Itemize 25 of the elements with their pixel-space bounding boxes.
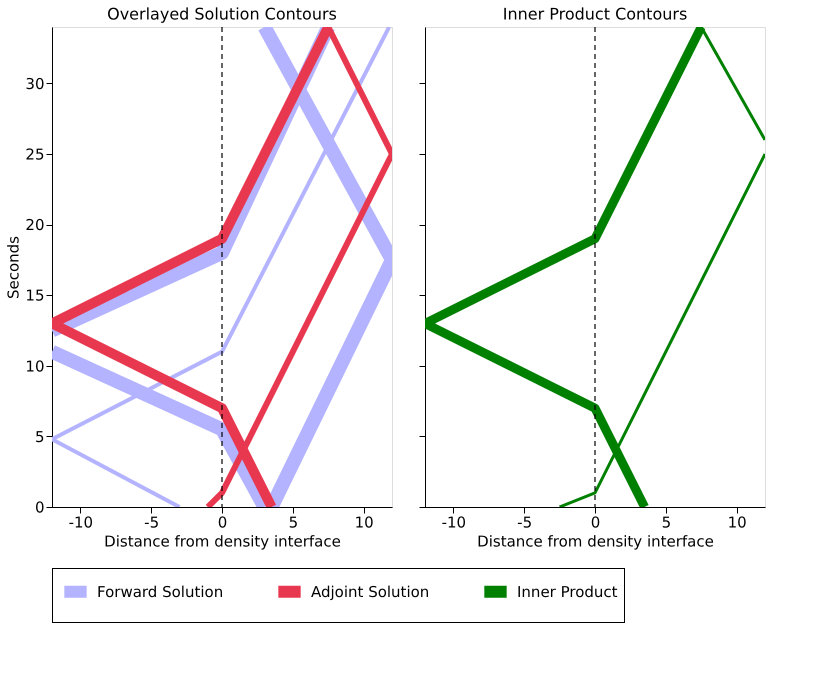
y-tick-label: 5: [34, 428, 44, 446]
legend-label: Inner Product: [517, 582, 618, 601]
y-tick-label: 0: [34, 498, 44, 516]
x-axis-title: Distance from density interface: [477, 532, 714, 550]
x-tick-label: 10: [728, 514, 747, 532]
x-tick-label: -5: [517, 514, 532, 532]
y-axis-title: Seconds: [4, 236, 22, 300]
legend-label: Adjoint Solution: [311, 582, 430, 601]
x-tick-label: 0: [218, 514, 228, 532]
x-tick-label: 0: [590, 514, 600, 532]
y-tick-label: 20: [25, 216, 44, 234]
x-tick-label: -10: [442, 514, 466, 532]
y-tick-label: 25: [25, 146, 44, 164]
y-tick-label: 10: [25, 357, 44, 376]
y-tick-label: 30: [25, 74, 44, 93]
chart-title: Overlayed Solution Contours: [107, 4, 337, 24]
x-tick-label: -5: [144, 514, 160, 532]
x-tick-label: 5: [288, 514, 298, 532]
y-tick-label: 15: [25, 286, 44, 305]
x-axis-title: Distance from density interface: [104, 532, 341, 550]
x-tick-label: -10: [68, 514, 94, 532]
legend-label: Forward Solution: [97, 582, 224, 601]
x-tick-label: 10: [354, 514, 374, 532]
x-tick-label: 5: [662, 514, 672, 532]
chart-title: Inner Product Contours: [502, 4, 688, 24]
